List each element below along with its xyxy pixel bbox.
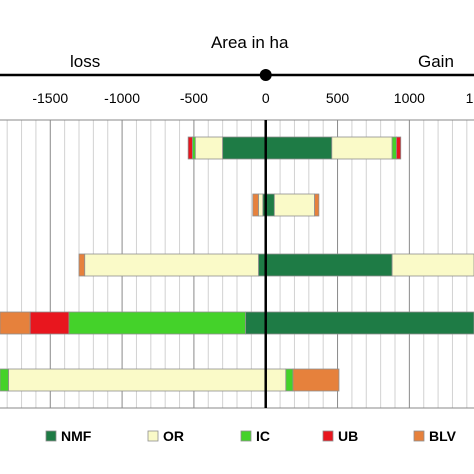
bar-segment-ic xyxy=(391,136,397,160)
bar-segment-ub xyxy=(396,136,402,160)
x-tick-label: -1500 xyxy=(32,90,68,106)
loss-label: loss xyxy=(70,52,100,71)
legend: NMF OR IC UB BLV xyxy=(45,428,457,444)
legend-label-blv: BLV xyxy=(429,428,457,444)
x-tick-labels: -2000-1500-1000-500050010001500 xyxy=(32,90,474,106)
legend-label-nmf: NMF xyxy=(61,428,92,444)
bar-segment-blv xyxy=(78,253,86,277)
legend-label-or: OR xyxy=(163,428,184,444)
x-tick-label: 1500 xyxy=(466,90,474,106)
gain-label: Gain xyxy=(418,52,454,71)
bar-segment-ub xyxy=(29,311,70,335)
bar-segment-or xyxy=(331,136,393,160)
bar-segment-blv xyxy=(314,193,320,217)
bar-segment-ic xyxy=(192,136,196,160)
x-tick-label: 0 xyxy=(262,90,270,106)
legend-label-ic: IC xyxy=(256,428,270,444)
bar-segment-or xyxy=(84,253,259,277)
legend-swatch-ic xyxy=(240,430,252,442)
bar-segment-ic xyxy=(68,311,247,335)
bar-segment-blv xyxy=(252,193,259,217)
legend-label-ub: UB xyxy=(338,428,358,444)
x-tick-label: 1000 xyxy=(394,90,425,106)
zero-dot xyxy=(259,69,272,81)
x-tick-label: -1000 xyxy=(104,90,140,106)
bar-segment-or xyxy=(273,193,315,217)
x-tick-label: -500 xyxy=(180,90,208,106)
bar-segment-nmf xyxy=(245,311,474,335)
legend-swatch-ub xyxy=(322,430,334,442)
bar-segment-nmf xyxy=(258,253,393,277)
bar-segment-blv xyxy=(292,368,340,392)
chart-title: Area in ha xyxy=(211,33,289,52)
bar-segment-or xyxy=(8,368,287,392)
legend-swatch-nmf xyxy=(45,430,57,442)
x-tick-label: 500 xyxy=(326,90,350,106)
bar-segment-nmf xyxy=(222,136,333,160)
bars xyxy=(0,136,474,392)
bar-segment-ic xyxy=(0,368,10,392)
bar-segment-or xyxy=(194,136,224,160)
bar-segment-ub xyxy=(187,136,193,160)
bar-segment-ic xyxy=(285,368,294,392)
bar-segment-or xyxy=(391,253,474,277)
legend-swatch-or xyxy=(147,430,159,442)
legend-swatch-blv xyxy=(413,430,425,442)
bar-segment-or xyxy=(258,193,264,217)
bar-segment-blv xyxy=(0,311,31,335)
